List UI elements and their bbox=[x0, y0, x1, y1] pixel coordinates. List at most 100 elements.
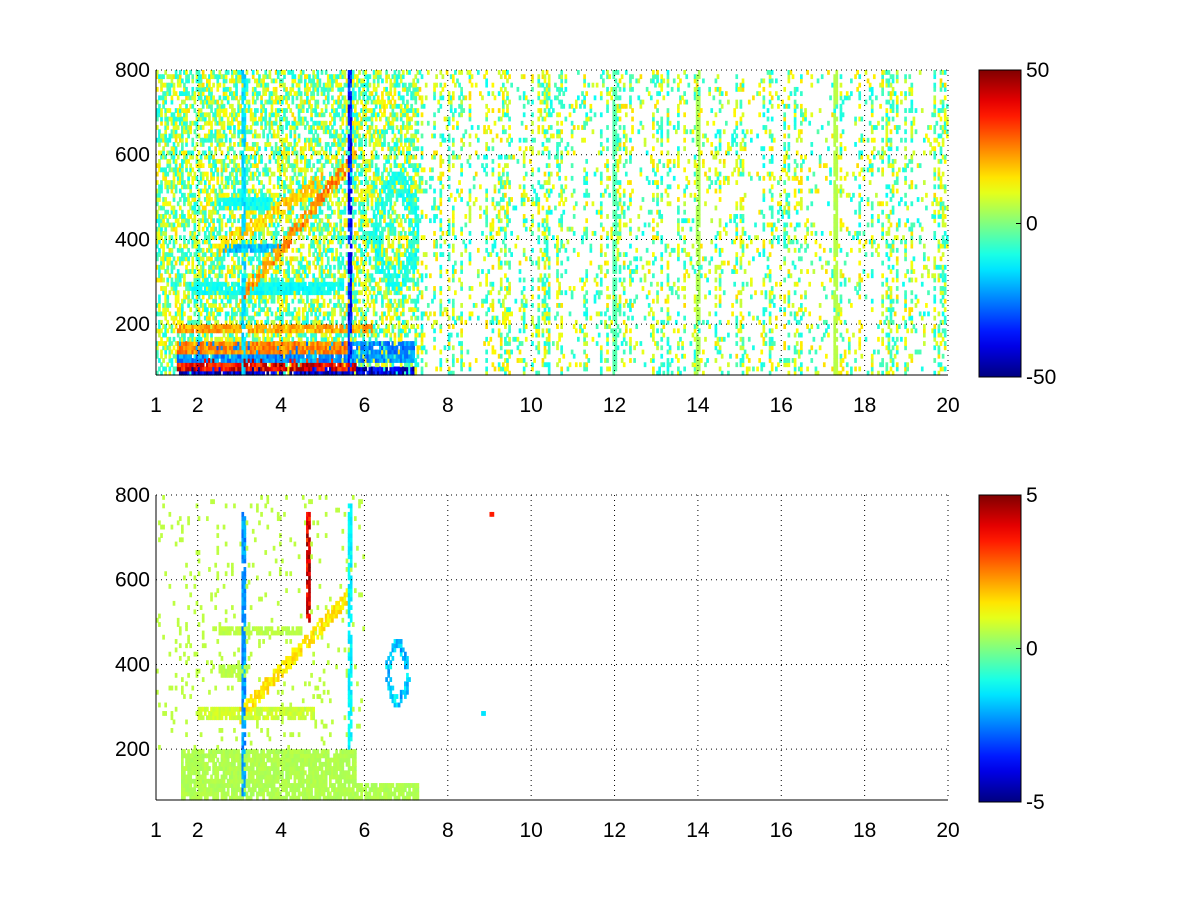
heatmap-cell bbox=[185, 125, 188, 130]
heatmap-cell bbox=[241, 235, 245, 241]
heatmap-cell bbox=[249, 256, 253, 262]
heatmap-cell bbox=[312, 243, 315, 249]
heatmap-cell bbox=[178, 302, 182, 308]
heatmap-cell bbox=[220, 167, 224, 173]
heatmap-cell bbox=[206, 315, 209, 321]
heatmap-cell bbox=[354, 108, 357, 113]
heatmap-cell bbox=[156, 125, 159, 130]
heatmap-cell bbox=[172, 328, 176, 334]
heatmap-cell bbox=[189, 205, 193, 211]
heatmap-cell bbox=[243, 311, 247, 317]
heatmap-cell bbox=[212, 133, 215, 139]
heatmap-cell bbox=[162, 260, 165, 266]
heatmap-cell bbox=[339, 82, 343, 88]
heatmap-cell bbox=[228, 103, 232, 109]
heatmap-cell bbox=[199, 74, 203, 80]
heatmap-cell bbox=[187, 341, 190, 346]
heatmap-cell bbox=[214, 235, 218, 241]
heatmap-cell bbox=[189, 188, 193, 194]
heatmap-cell bbox=[164, 108, 168, 113]
heatmap-cell bbox=[164, 349, 168, 355]
heatmap-cell bbox=[247, 239, 251, 245]
heatmap-cell bbox=[237, 197, 240, 202]
heatmap-cell bbox=[299, 74, 303, 80]
heatmap-cell bbox=[231, 209, 234, 215]
heatmap-cell bbox=[374, 116, 378, 122]
heatmap-cell bbox=[243, 197, 247, 202]
heatmap-cell bbox=[206, 319, 209, 325]
heatmap-cell bbox=[356, 116, 359, 122]
heatmap-cell bbox=[189, 281, 193, 287]
heatmap-cell bbox=[253, 112, 257, 118]
heatmap-cell bbox=[262, 243, 265, 249]
heatmap-cell bbox=[354, 222, 357, 228]
heatmap-cell bbox=[208, 129, 211, 135]
heatmap-cell bbox=[206, 197, 209, 202]
heatmap-cell bbox=[326, 125, 330, 130]
heatmap-cell bbox=[160, 256, 163, 262]
heatmap-cell bbox=[287, 150, 290, 156]
heatmap-cell bbox=[201, 307, 205, 313]
heatmap-cell bbox=[303, 281, 307, 287]
heatmap-cell bbox=[220, 125, 224, 130]
heatmap-cell bbox=[310, 103, 313, 109]
heatmap-cell bbox=[237, 180, 240, 185]
heatmap-cell bbox=[245, 171, 249, 177]
heatmap-cell bbox=[251, 273, 255, 279]
heatmap-cell bbox=[241, 286, 245, 291]
heatmap-cell bbox=[210, 150, 213, 156]
heatmap-cell bbox=[162, 307, 165, 313]
heatmap-cell bbox=[178, 319, 182, 325]
heatmap-cell bbox=[264, 311, 268, 317]
heatmap-cell bbox=[258, 302, 261, 308]
heatmap-cell bbox=[172, 184, 176, 190]
heatmap-cell bbox=[260, 328, 263, 334]
heatmap-cell bbox=[183, 70, 186, 75]
heatmap-cell bbox=[216, 362, 220, 368]
heatmap-cell bbox=[181, 260, 184, 266]
heatmap-cell bbox=[324, 332, 328, 338]
heatmap-cell bbox=[222, 264, 226, 270]
heatmap-cell bbox=[210, 281, 213, 287]
heatmap-cell bbox=[199, 78, 203, 84]
heatmap-cell bbox=[160, 260, 163, 266]
heatmap-cell bbox=[208, 116, 211, 122]
heatmap-cell bbox=[203, 205, 207, 211]
heatmap-cell bbox=[262, 218, 265, 224]
heatmap-cell bbox=[170, 205, 174, 211]
heatmap-cell bbox=[193, 324, 197, 330]
heatmap-cell bbox=[237, 328, 240, 334]
heatmap-cell bbox=[218, 252, 222, 257]
heatmap-cell bbox=[266, 86, 270, 92]
heatmap-cell bbox=[164, 197, 168, 202]
heatmap-cell bbox=[176, 116, 180, 122]
heatmap-cell bbox=[335, 78, 338, 84]
heatmap-cell bbox=[160, 311, 163, 317]
heatmap-cell bbox=[181, 298, 184, 304]
heatmap-cell bbox=[178, 281, 182, 287]
heatmap-cell bbox=[193, 108, 197, 113]
heatmap-cell bbox=[228, 298, 232, 304]
heatmap-cell bbox=[183, 218, 186, 224]
heatmap-cell bbox=[308, 247, 311, 253]
heatmap-cell bbox=[216, 247, 220, 253]
heatmap-cell bbox=[210, 129, 213, 135]
heatmap-cell bbox=[374, 86, 378, 92]
heatmap-cell bbox=[258, 260, 261, 266]
heatmap-cell bbox=[195, 120, 199, 126]
heatmap-cell bbox=[308, 86, 311, 92]
heatmap-cell bbox=[172, 370, 176, 376]
heatmap-cell bbox=[293, 133, 297, 139]
heatmap-cell bbox=[164, 256, 168, 262]
heatmap-cell bbox=[212, 116, 215, 122]
heatmap-cell bbox=[243, 324, 247, 330]
heatmap-cell bbox=[260, 112, 263, 118]
heatmap-cell bbox=[333, 273, 336, 279]
heatmap-cell bbox=[181, 247, 184, 253]
heatmap-cell bbox=[260, 277, 263, 283]
heatmap-cell bbox=[264, 349, 268, 355]
heatmap-cell bbox=[222, 362, 226, 368]
heatmap-cell bbox=[360, 247, 363, 253]
heatmap-cell bbox=[258, 201, 261, 207]
heatmap-cell bbox=[193, 239, 197, 245]
